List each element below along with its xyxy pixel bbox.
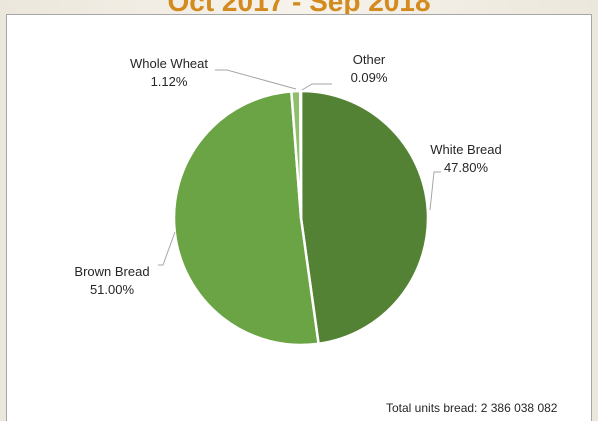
slice-label-value: 51.00% xyxy=(90,282,135,297)
slice-label-name: Brown Bread xyxy=(74,264,149,279)
total-units-note: Total units bread: 2 386 038 082 xyxy=(386,401,558,415)
slice-label-name: Other xyxy=(353,52,386,67)
pie-slice-brown-bread xyxy=(172,90,320,347)
leader-line-other xyxy=(301,83,332,91)
slice-label-name: White Bread xyxy=(430,142,502,157)
pie-slices xyxy=(172,89,430,347)
leader-line-brown-bread xyxy=(158,231,176,266)
slice-label-value: 0.09% xyxy=(351,70,388,85)
leader-line-whole-wheat xyxy=(215,69,297,90)
data-labels: White Bread 47.80% Brown Bread 51.00% Whole … xyxy=(74,52,501,297)
leader-line-white-bread xyxy=(429,171,441,211)
pie-slice-other xyxy=(299,89,303,220)
slice-label-name: Whole Wheat xyxy=(130,56,208,71)
slice-label-value: 1.12% xyxy=(151,74,188,89)
slice-label-value: 47.80% xyxy=(444,160,489,175)
pie-slice-white-bread xyxy=(299,89,430,346)
leader-lines xyxy=(158,69,441,266)
chart-title: Oct 2017 - Sep 2018 xyxy=(167,0,431,17)
